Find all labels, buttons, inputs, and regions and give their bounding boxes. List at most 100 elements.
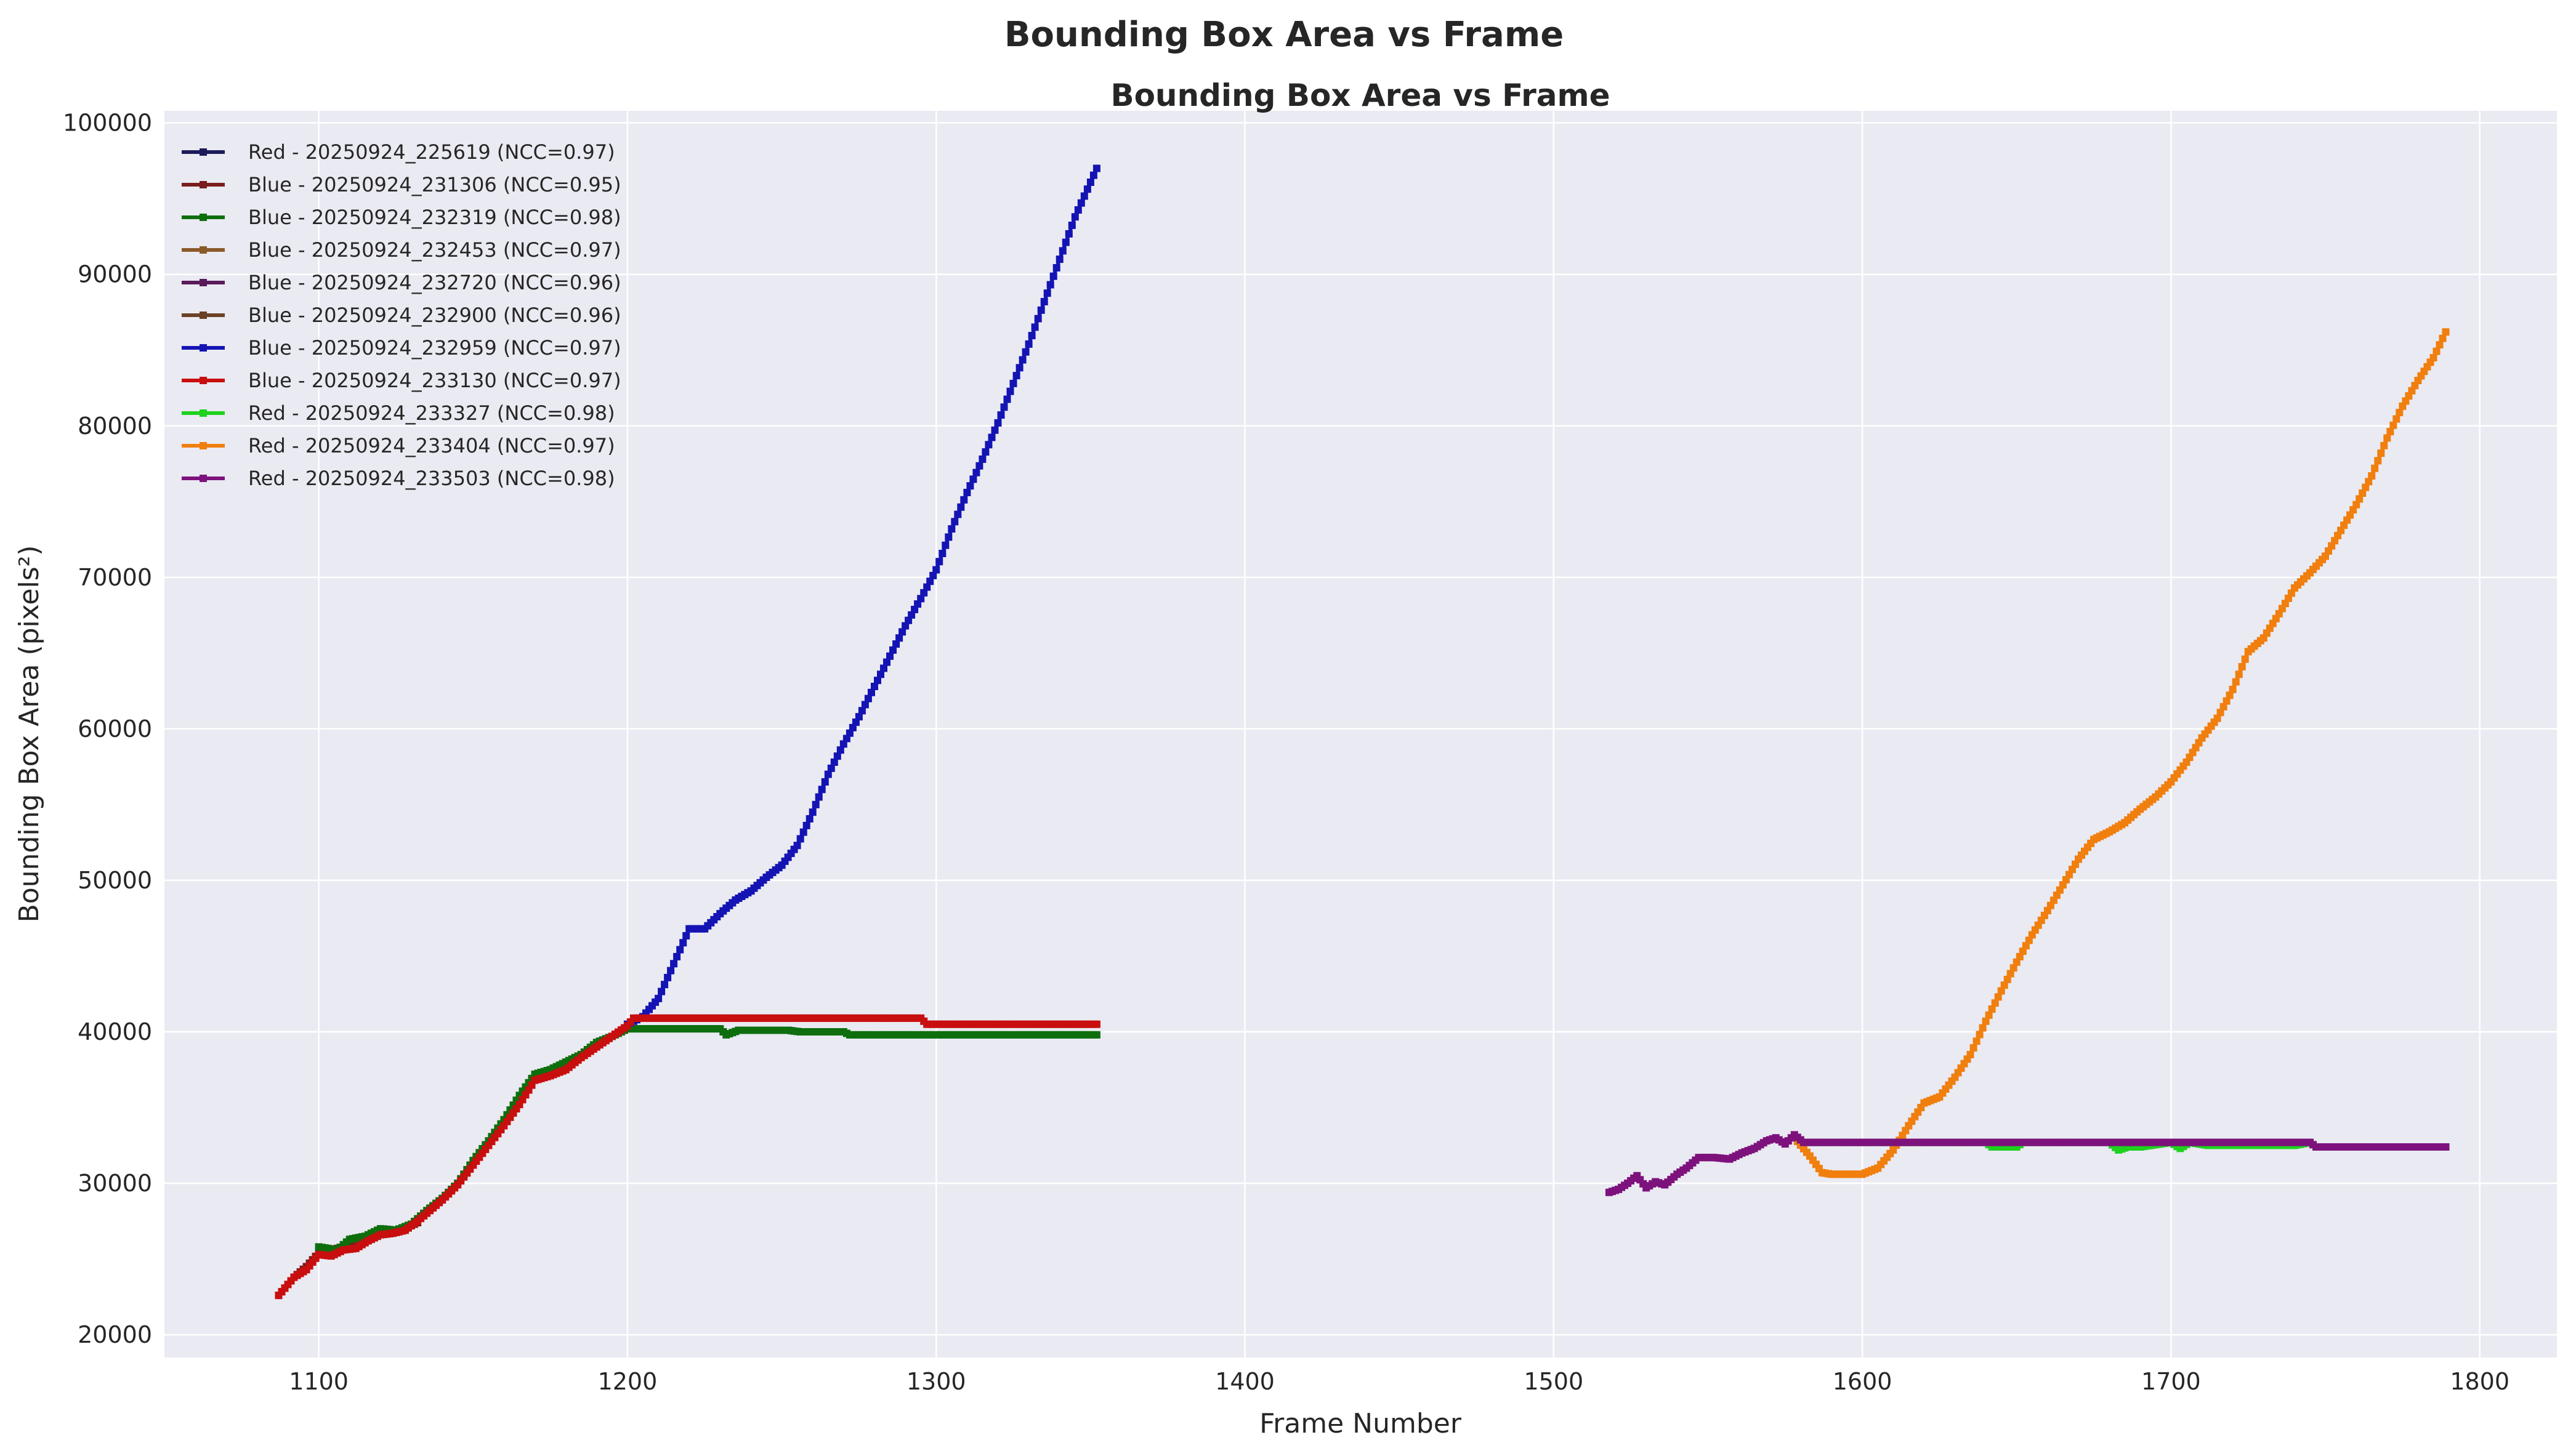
- data-point: [994, 419, 1002, 427]
- data-point: [2359, 489, 2367, 497]
- y-tick-label: 100000: [63, 110, 152, 137]
- figure-suptitle: Bounding Box Area vs Frame: [1004, 15, 1564, 55]
- x-tick-label: 1600: [1833, 1368, 1892, 1395]
- data-point: [1052, 263, 1060, 271]
- data-point: [1077, 199, 1085, 207]
- data-point: [682, 932, 690, 939]
- legend-item: Red - 20250924_233327 (NCC=0.98): [182, 401, 615, 425]
- data-point: [1006, 387, 1014, 395]
- data-point: [975, 462, 983, 470]
- data-point: [929, 571, 937, 579]
- data-point: [864, 694, 872, 702]
- data-point: [2380, 441, 2388, 449]
- data-point: [2365, 478, 2373, 486]
- data-point: [895, 634, 903, 642]
- legend-item: Red - 20250924_233404 (NCC=0.97): [182, 434, 615, 457]
- data-point: [1997, 987, 2005, 995]
- y-tick-label: 70000: [78, 564, 152, 591]
- data-point: [2392, 415, 2400, 423]
- legend-item: Blue - 20250924_232720 (NCC=0.96): [182, 271, 621, 294]
- data-point: [960, 496, 968, 504]
- x-tick-label: 1800: [2450, 1368, 2509, 1395]
- data-point: [658, 987, 666, 995]
- data-point: [991, 426, 999, 434]
- data-point: [806, 815, 814, 823]
- legend-marker: [200, 214, 207, 221]
- data-point: [2219, 703, 2227, 710]
- data-point: [917, 595, 925, 603]
- data-point: [836, 746, 844, 754]
- legend-label: Red - 20250924_225619 (NCC=0.97): [248, 140, 615, 164]
- legend-label: Blue - 20250924_232453 (NCC=0.97): [248, 238, 621, 262]
- legend-item: Blue - 20250924_232453 (NCC=0.97): [182, 238, 621, 262]
- data-point: [1040, 298, 1048, 305]
- data-point: [1000, 403, 1008, 411]
- data-point: [886, 652, 894, 660]
- data-point: [799, 828, 807, 836]
- legend-marker: [200, 148, 207, 156]
- data-point: [2009, 964, 2017, 972]
- data-point: [655, 994, 663, 1002]
- data-point: [1966, 1050, 1974, 1058]
- data-point: [969, 475, 977, 483]
- legend-marker: [200, 181, 207, 188]
- data-point: [1994, 993, 2002, 1001]
- data-point: [920, 589, 928, 597]
- data-point: [1046, 281, 1054, 289]
- legend-item: Red - 20250924_233503 (NCC=0.98): [182, 467, 615, 490]
- data-point: [892, 640, 900, 648]
- data-point: [1991, 999, 1999, 1007]
- data-point: [1092, 1031, 1100, 1039]
- data-point: [793, 842, 801, 850]
- data-point: [796, 835, 804, 843]
- data-point: [2241, 655, 2249, 663]
- data-point: [667, 967, 675, 975]
- data-point: [1062, 238, 1070, 246]
- legend-marker: [200, 442, 207, 449]
- data-point: [926, 577, 934, 585]
- legend-label: Blue - 20250924_233130 (NCC=0.97): [248, 369, 621, 392]
- data-point: [1071, 213, 1079, 221]
- data-point: [1083, 185, 1091, 193]
- data-point: [972, 469, 980, 477]
- data-point: [951, 518, 959, 526]
- data-point: [1068, 222, 1076, 229]
- legend-label: Blue - 20250924_232959 (NCC=0.97): [248, 336, 621, 360]
- data-point: [2000, 981, 2008, 989]
- data-point: [861, 701, 869, 709]
- data-point: [824, 770, 832, 778]
- data-point: [2374, 457, 2382, 465]
- x-tick-label: 1200: [598, 1368, 658, 1395]
- data-point: [2229, 685, 2237, 693]
- data-point: [2226, 691, 2234, 699]
- data-point: [997, 411, 1005, 419]
- legend-marker: [200, 344, 207, 352]
- x-tick-label: 1100: [289, 1368, 349, 1395]
- data-point: [1092, 1020, 1100, 1028]
- data-point: [2377, 449, 2385, 457]
- x-tick-label: 1500: [1524, 1368, 1583, 1395]
- data-point: [1092, 164, 1100, 172]
- data-point: [1019, 356, 1027, 364]
- data-point: [1009, 379, 1017, 387]
- data-point: [1056, 255, 1064, 263]
- data-point: [1979, 1024, 1987, 1032]
- data-point: [2352, 501, 2360, 509]
- data-point: [982, 448, 990, 456]
- legend-item: Blue - 20250924_232900 (NCC=0.96): [182, 304, 621, 327]
- data-point: [858, 707, 866, 715]
- data-point: [1015, 364, 1024, 372]
- data-point: [855, 713, 863, 721]
- data-point: [2371, 464, 2379, 472]
- data-point: [898, 628, 906, 636]
- data-point: [988, 433, 996, 441]
- data-point: [871, 683, 878, 690]
- data-point: [877, 670, 884, 678]
- data-point: [1976, 1031, 1984, 1039]
- legend-marker: [200, 246, 207, 254]
- data-point: [309, 1258, 317, 1266]
- data-point: [1034, 315, 1042, 323]
- x-tick-label: 1300: [906, 1368, 966, 1395]
- data-point: [2235, 670, 2243, 678]
